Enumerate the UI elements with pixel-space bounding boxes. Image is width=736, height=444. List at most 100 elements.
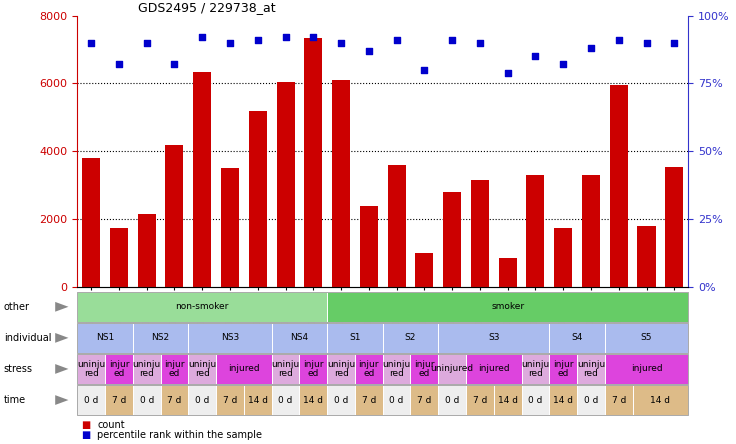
Text: count: count (97, 420, 125, 430)
Text: uninju
red: uninju red (272, 360, 300, 378)
Text: injured: injured (631, 365, 662, 373)
Bar (637, 226, 656, 287)
Bar (194, 71, 211, 287)
Text: uninju
red: uninju red (521, 360, 550, 378)
Point (502, 69, 514, 76)
Text: 7 d: 7 d (473, 396, 487, 404)
Bar (304, 38, 322, 287)
Point (224, 39, 236, 46)
Point (363, 48, 375, 55)
Text: S2: S2 (405, 333, 416, 342)
Text: injur
ed: injur ed (109, 360, 130, 378)
Point (280, 34, 291, 41)
Bar (332, 80, 350, 287)
Bar (166, 145, 183, 287)
Text: 7 d: 7 d (612, 396, 626, 404)
Bar (388, 165, 406, 287)
Text: 7 d: 7 d (112, 396, 126, 404)
Bar (82, 158, 100, 287)
Text: injur
ed: injur ed (358, 360, 379, 378)
Text: 0 d: 0 d (528, 396, 542, 404)
Bar (471, 180, 489, 287)
Text: uninjured: uninjured (431, 365, 474, 373)
Text: NS4: NS4 (291, 333, 308, 342)
Text: smoker: smoker (491, 302, 524, 311)
Text: 14 d: 14 d (651, 396, 670, 404)
Text: 0 d: 0 d (84, 396, 99, 404)
Text: 14 d: 14 d (498, 396, 517, 404)
Text: ■: ■ (81, 420, 91, 430)
Bar (415, 254, 434, 287)
Point (252, 36, 263, 44)
Text: ■: ■ (81, 430, 91, 440)
Text: uninju
red: uninju red (188, 360, 216, 378)
Point (308, 34, 319, 41)
Text: uninju
red: uninju red (577, 360, 605, 378)
Text: NS2: NS2 (152, 333, 169, 342)
Point (585, 44, 597, 52)
Bar (110, 228, 128, 287)
Text: injur
ed: injur ed (553, 360, 573, 378)
Bar (526, 175, 545, 287)
Bar (249, 111, 266, 287)
Text: GDS2495 / 229738_at: GDS2495 / 229738_at (138, 1, 276, 14)
Text: 14 d: 14 d (553, 396, 573, 404)
Text: injur
ed: injur ed (164, 360, 185, 378)
Point (557, 61, 569, 68)
Text: stress: stress (4, 364, 32, 374)
Text: percentile rank within the sample: percentile rank within the sample (97, 430, 262, 440)
Text: individual: individual (4, 333, 52, 343)
Bar (609, 85, 628, 287)
Text: injur
ed: injur ed (303, 360, 324, 378)
Text: NS3: NS3 (221, 333, 239, 342)
Text: 7 d: 7 d (167, 396, 182, 404)
Text: S4: S4 (571, 333, 583, 342)
Point (419, 66, 431, 73)
Point (85, 39, 97, 46)
Point (391, 36, 403, 44)
Text: other: other (4, 302, 29, 312)
Bar (138, 214, 156, 287)
Text: 0 d: 0 d (334, 396, 348, 404)
Text: S3: S3 (488, 333, 500, 342)
Text: time: time (4, 395, 26, 405)
Text: 0 d: 0 d (278, 396, 293, 404)
Point (613, 36, 625, 44)
Point (335, 39, 347, 46)
Text: 7 d: 7 d (361, 396, 376, 404)
Bar (554, 228, 572, 287)
Bar (665, 166, 683, 287)
Text: 7 d: 7 d (417, 396, 431, 404)
Text: injured: injured (228, 365, 260, 373)
Point (530, 53, 542, 60)
Text: uninju
red: uninju red (132, 360, 161, 378)
Bar (221, 168, 239, 287)
Bar (499, 258, 517, 287)
Text: uninju
red: uninju red (77, 360, 105, 378)
Text: 14 d: 14 d (303, 396, 323, 404)
Text: 0 d: 0 d (584, 396, 598, 404)
Text: 0 d: 0 d (445, 396, 459, 404)
Text: uninju
red: uninju red (327, 360, 355, 378)
Point (169, 61, 180, 68)
Point (197, 34, 208, 41)
Text: uninju
red: uninju red (383, 360, 411, 378)
Text: S1: S1 (349, 333, 361, 342)
Bar (360, 206, 378, 287)
Text: injured: injured (478, 365, 509, 373)
Text: 0 d: 0 d (140, 396, 154, 404)
Point (113, 61, 125, 68)
Text: 0 d: 0 d (195, 396, 210, 404)
Text: 14 d: 14 d (248, 396, 268, 404)
Text: 0 d: 0 d (389, 396, 404, 404)
Text: injur
ed: injur ed (414, 360, 435, 378)
Point (446, 36, 458, 44)
Bar (277, 82, 294, 287)
Bar (443, 192, 461, 287)
Text: S5: S5 (641, 333, 652, 342)
Point (668, 39, 680, 46)
Point (640, 39, 652, 46)
Point (474, 39, 486, 46)
Point (141, 39, 152, 46)
Text: non-smoker: non-smoker (176, 302, 229, 311)
